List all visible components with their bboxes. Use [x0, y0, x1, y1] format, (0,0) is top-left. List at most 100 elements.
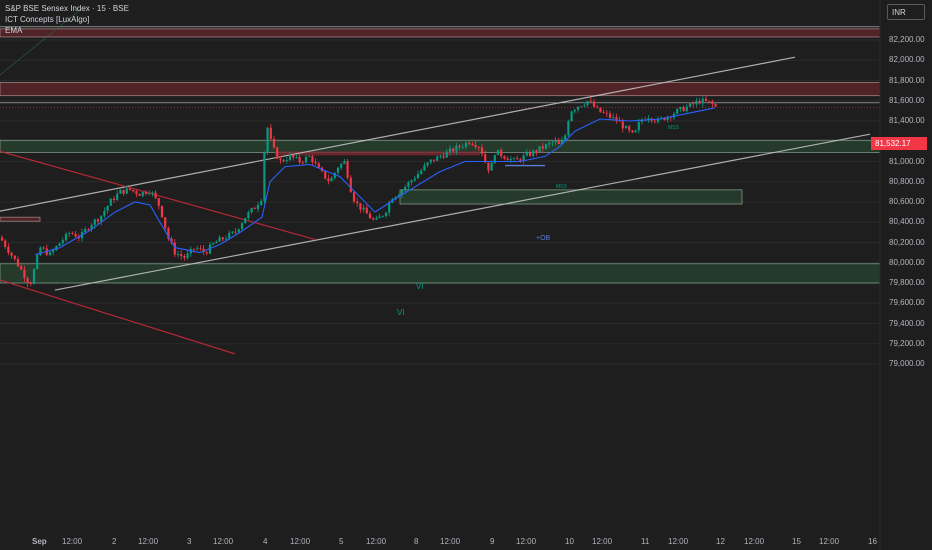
- candle-body: [564, 135, 567, 141]
- candle-body: [656, 118, 660, 122]
- candle-body: [474, 144, 477, 148]
- price-tick-label: 80,600.00: [889, 197, 925, 206]
- price-tick-label: 80,800.00: [889, 176, 925, 186]
- price-tick-label: 79,000.00: [889, 359, 925, 368]
- candle-body: [602, 112, 605, 113]
- zone-demand-4: [0, 263, 881, 284]
- candle-body: [688, 103, 692, 107]
- candle-body: [596, 106, 599, 108]
- candle-body: [612, 117, 615, 118]
- candle-body: [266, 127, 269, 153]
- trendline-down-channel-lower: [0, 279, 236, 355]
- candle-body: [272, 138, 276, 148]
- candle-body: [32, 268, 36, 284]
- candle-body: [109, 198, 112, 206]
- candle-body: [500, 149, 503, 157]
- candle-body: [205, 252, 208, 254]
- candle-body: [452, 148, 455, 152]
- time-tick-label: 15: [792, 537, 801, 546]
- annotation-vi-2: VI: [397, 308, 405, 317]
- candle-body: [640, 119, 644, 122]
- candle-body: [160, 205, 164, 218]
- candle-body: [151, 192, 154, 194]
- candle-body: [308, 156, 311, 157]
- candle-body: [288, 154, 292, 161]
- candle-body: [362, 207, 365, 210]
- price-tick-label: 79,600.00: [889, 298, 925, 308]
- candle-body: [666, 116, 669, 121]
- time-tick-label: 9: [490, 537, 495, 546]
- candle-body: [544, 144, 548, 149]
- candle-body: [471, 144, 474, 145]
- candle-body: [304, 156, 308, 163]
- candle-body: [560, 140, 564, 144]
- candle-body: [381, 215, 384, 217]
- trendline-channel-upper: [0, 56, 796, 212]
- price-tick-label: 79,200.00: [889, 338, 925, 348]
- time-tick-label: 12:00: [62, 537, 83, 546]
- candle-body: [55, 245, 58, 251]
- candle-body: [436, 156, 439, 161]
- candle-body: [36, 255, 39, 269]
- candle-body: [487, 162, 490, 171]
- candle-body: [429, 159, 432, 163]
- time-tick-label: 12:00: [366, 537, 387, 546]
- candle-body: [445, 151, 448, 158]
- candle-body: [87, 229, 90, 230]
- candle-body: [263, 152, 266, 201]
- candle-body: [663, 117, 666, 121]
- candle-body: [589, 100, 592, 102]
- time-tick-label: 3: [187, 537, 192, 546]
- candle-body: [448, 148, 452, 152]
- time-tick-label: 12:00: [668, 537, 689, 546]
- candle-body: [592, 101, 596, 107]
- candle-body: [141, 192, 144, 196]
- candle-body: [615, 117, 618, 121]
- candle-body: [202, 248, 205, 253]
- candle-body: [404, 186, 407, 191]
- candle-body: [314, 162, 317, 164]
- indicator-ema-label[interactable]: EMA: [5, 26, 23, 35]
- candle-body: [535, 150, 538, 153]
- candle-body: [23, 269, 26, 279]
- candle-body: [660, 117, 663, 119]
- candle-body: [692, 103, 695, 105]
- candle-body: [711, 101, 714, 105]
- candle-body: [256, 204, 260, 209]
- price-tick-label: 82,000.00: [889, 55, 925, 65]
- ema-line: [0, 107, 880, 256]
- candle-body: [240, 223, 244, 230]
- candle-body: [375, 218, 378, 220]
- candle-body: [634, 130, 637, 133]
- candle-body: [116, 193, 119, 201]
- trendlines: [0, 9, 871, 355]
- candle-body: [196, 248, 199, 250]
- candle-body: [349, 177, 352, 193]
- candle-body: [176, 254, 180, 255]
- currency-button[interactable]: INR: [887, 4, 925, 20]
- candle-body: [186, 253, 189, 258]
- candle-body: [125, 188, 128, 194]
- indicator-ict-label[interactable]: ICT Concepts [LuxAlgo]: [5, 15, 90, 24]
- candle-body: [29, 283, 32, 284]
- candle-body: [407, 182, 410, 187]
- candle-body: [384, 212, 388, 216]
- candle-body: [58, 243, 61, 246]
- candle-body: [714, 104, 717, 107]
- candle-body: [221, 237, 224, 240]
- price-tick-label: 80,000.00: [889, 257, 925, 267]
- candle-body: [333, 172, 336, 179]
- candle-body: [701, 98, 704, 104]
- zones: [0, 26, 881, 284]
- price-tick-label: 80,200.00: [889, 237, 925, 247]
- candle-body: [234, 231, 237, 233]
- candle-body: [423, 165, 426, 171]
- time-tick-label: 12:00: [290, 537, 311, 546]
- time-tick-label: 12:00: [819, 537, 840, 546]
- candle-body: [461, 146, 464, 148]
- candle-body: [336, 167, 340, 173]
- candle-body: [103, 210, 106, 216]
- candle-body: [77, 236, 80, 239]
- candle-body: [119, 189, 122, 194]
